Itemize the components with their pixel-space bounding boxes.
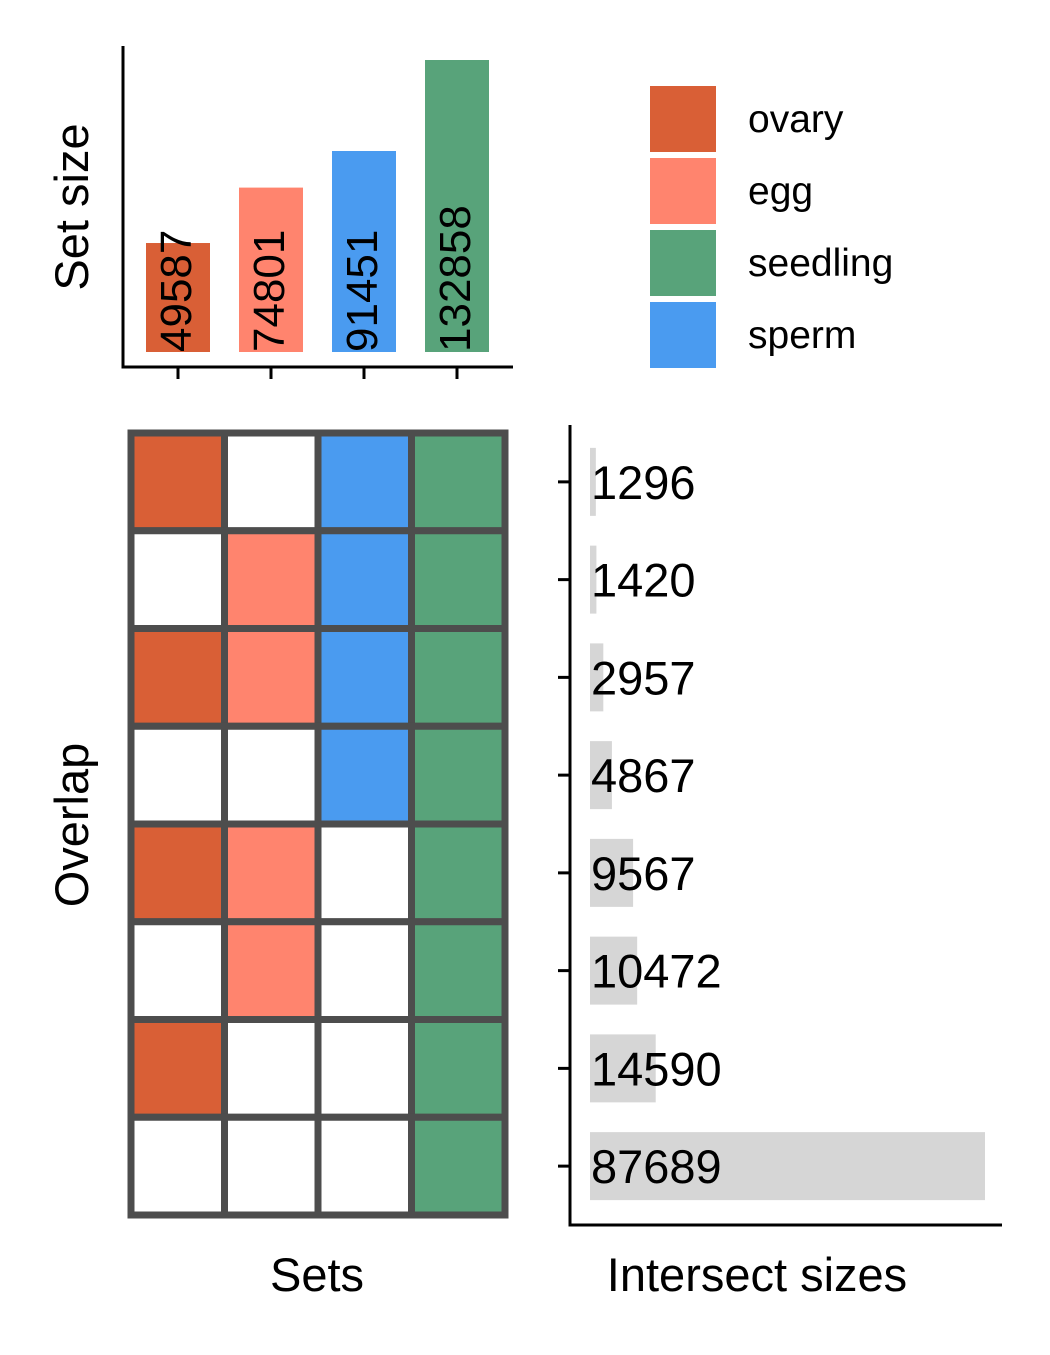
matrix-cell-egg <box>221 625 322 730</box>
legend-swatch-seedling <box>650 230 716 296</box>
legend-label-ovary: ovary <box>748 98 844 141</box>
intersect-data-label: 1420 <box>591 554 696 607</box>
intersect-bar <box>590 936 638 1005</box>
matrix-cell-seedling <box>408 527 509 632</box>
matrix-cell-seedling <box>408 1016 509 1121</box>
legend-swatch-sperm <box>650 302 716 368</box>
intersect-bar <box>590 447 596 516</box>
intersect-data-label: 9567 <box>591 847 696 900</box>
matrix-border <box>127 429 509 1219</box>
matrix-cell-ovary <box>127 820 228 926</box>
set-size-data-label: 132858 <box>431 205 480 352</box>
intersect-x-label: Intersect sizes <box>607 1248 907 1301</box>
matrix-cell-sperm <box>314 820 415 926</box>
intersect-size-panel: 1296 1420 2957 4867 9567 10472 14590 87689 Inter… <box>558 425 1002 1301</box>
intersect-data-label: 87689 <box>591 1140 722 1193</box>
matrix-cell-egg <box>221 820 322 926</box>
set-size-bar-sperm <box>332 151 396 352</box>
matrix-cell-seedling <box>408 820 509 926</box>
legend-label-egg: egg <box>748 170 813 213</box>
intersect-bar <box>590 741 612 810</box>
set-size-data-label: 91451 <box>338 230 387 352</box>
matrix-cell-egg <box>221 918 322 1023</box>
matrix-cell-ovary <box>127 722 228 828</box>
intersect-bar <box>590 1132 985 1201</box>
intersect-bar <box>590 643 604 712</box>
matrix-cell-seedling <box>408 1113 509 1219</box>
intersect-data-label: 10472 <box>591 945 722 998</box>
set-size-bar-seedling <box>425 60 489 352</box>
matrix-y-label: Overlap <box>45 743 98 908</box>
intersect-bar <box>590 838 634 907</box>
matrix-cell-seedling <box>408 918 509 1023</box>
matrix-cell-seedling <box>408 722 509 828</box>
legend-label-seedling: seedling <box>748 242 893 285</box>
matrix-cell-sperm <box>314 722 415 828</box>
set-size-data-label: 74801 <box>245 230 294 352</box>
intersect-bar <box>590 1034 656 1103</box>
set-size-data-label: 49587 <box>152 230 201 352</box>
matrix-cell-seedling <box>408 625 509 730</box>
matrix-cell-sperm <box>314 625 415 730</box>
matrix-x-label: Sets <box>270 1248 364 1301</box>
legend-swatch-ovary <box>650 86 716 152</box>
matrix-cell-egg <box>221 722 322 828</box>
matrix-cell-seedling <box>408 429 509 535</box>
set-size-panel: 49587 74801 91451 132858 Set size <box>45 46 513 379</box>
matrix-cell-ovary <box>127 1016 228 1121</box>
matrix-cell-ovary <box>127 429 228 535</box>
matrix-cell-sperm <box>314 1016 415 1121</box>
overlap-matrix: Sets Overlap <box>45 429 509 1301</box>
legend: ovary egg seedling sperm <box>650 86 893 368</box>
matrix-cell-sperm <box>314 429 415 535</box>
matrix-cell-ovary <box>127 527 228 632</box>
set-size-bar-ovary <box>146 243 210 352</box>
legend-swatch-egg <box>650 158 716 224</box>
intersect-bar <box>590 545 597 614</box>
intersect-data-label: 4867 <box>591 749 696 802</box>
matrix-cell-sperm <box>314 1113 415 1219</box>
intersect-data-label: 1296 <box>591 456 696 509</box>
set-size-bar-egg <box>239 187 303 352</box>
matrix-cell-egg <box>221 1113 322 1219</box>
matrix-cell-egg <box>221 429 322 535</box>
matrix-cell-sperm <box>314 527 415 632</box>
set-size-y-label: Set size <box>45 123 98 290</box>
matrix-cell-ovary <box>127 918 228 1023</box>
intersect-data-label: 14590 <box>591 1042 722 1095</box>
matrix-cell-egg <box>221 527 322 632</box>
intersect-data-label: 2957 <box>591 651 696 704</box>
matrix-cell-sperm <box>314 918 415 1023</box>
matrix-cell-ovary <box>127 1113 228 1219</box>
matrix-cell-ovary <box>127 625 228 730</box>
legend-label-sperm: sperm <box>748 314 856 357</box>
matrix-cell-egg <box>221 1016 322 1121</box>
